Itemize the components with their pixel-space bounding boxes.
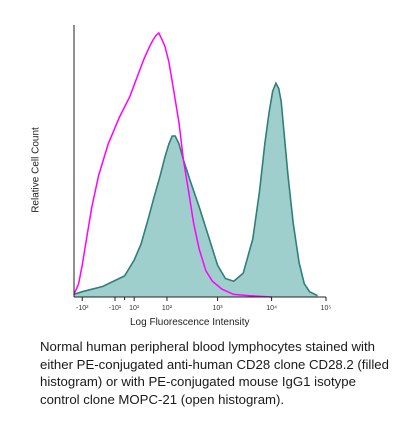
axes-layer: -10² -10¹ 10¹ 10² 10³ 10⁴ 10⁵ xyxy=(73,25,332,312)
x-tick-label: 10¹ xyxy=(129,305,140,312)
curves-layer xyxy=(73,31,318,298)
x-tick-label: 10² xyxy=(162,305,173,312)
y-axis-label: Relative Cell Count xyxy=(30,127,42,213)
figure-caption: Normal human peripheral blood lymphocyte… xyxy=(40,339,389,407)
series-0-fill xyxy=(74,83,318,297)
x-tick-label: 10⁴ xyxy=(266,305,277,312)
x-tick-label: -10² xyxy=(76,305,89,312)
x-tick-label: -10¹ xyxy=(109,305,122,312)
histogram-chart: -10² -10¹ 10¹ 10² 10³ 10⁴ 10⁵ xyxy=(73,25,332,312)
y-axis-label-container: Relative Cell Count xyxy=(6,80,66,260)
series-1-line xyxy=(73,31,272,298)
series-0-outline xyxy=(73,81,318,297)
x-axis-label: Log Fluorescence Intensity xyxy=(130,317,250,328)
x-tick-label: 10³ xyxy=(213,305,224,312)
x-tick-label: 10⁵ xyxy=(321,305,332,312)
